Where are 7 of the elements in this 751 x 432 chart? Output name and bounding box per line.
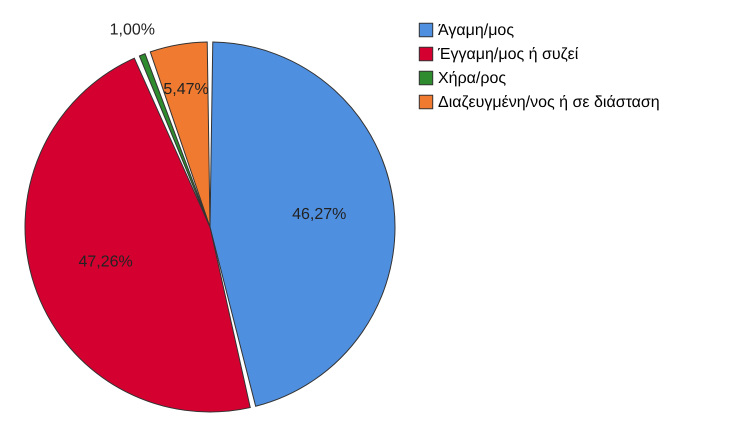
legend-label: Διαζευγμένη/νος ή σε διάσταση bbox=[438, 94, 660, 111]
legend-label: Έγγαμη/μος ή συζεί bbox=[437, 46, 579, 63]
legend-label: Χήρα/ρος bbox=[438, 70, 506, 87]
data-label: 46,27% bbox=[292, 206, 346, 224]
data-label: 1,00% bbox=[110, 22, 156, 39]
data-label: 47,26% bbox=[78, 254, 133, 271]
legend-label: Άγαμη/μος bbox=[438, 22, 514, 39]
